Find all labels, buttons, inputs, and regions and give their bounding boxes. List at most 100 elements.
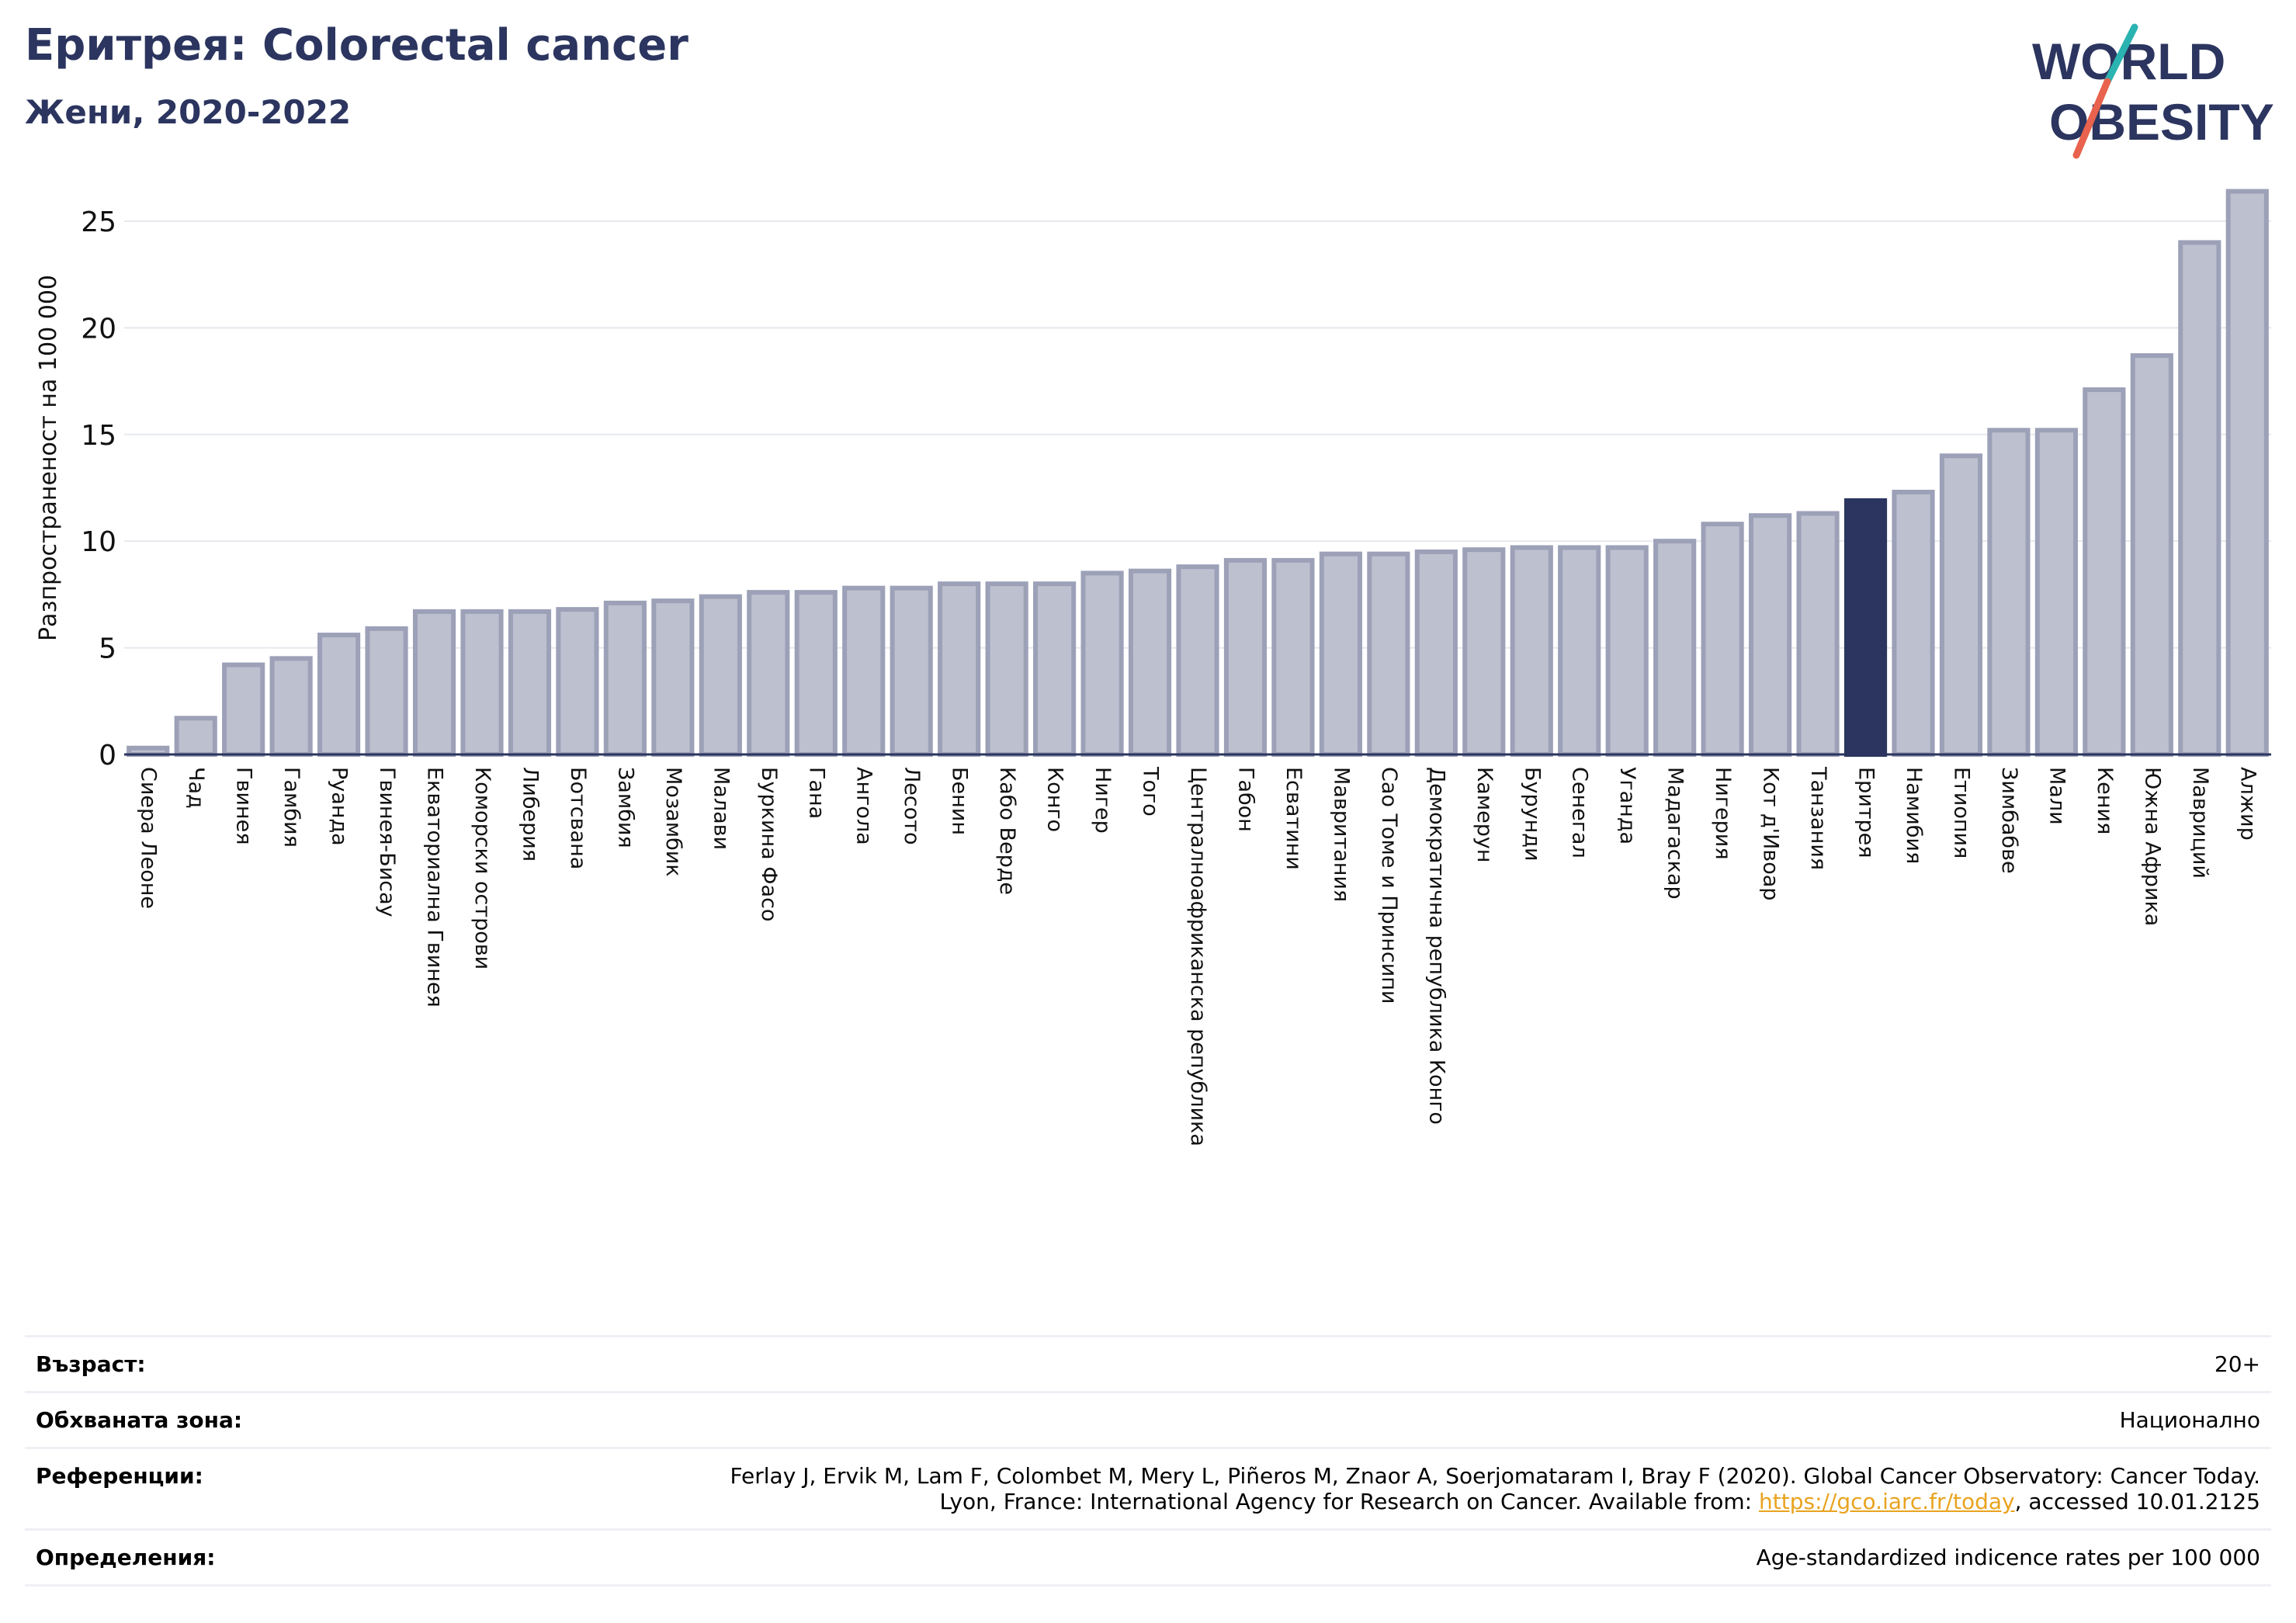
bar-2 (222, 662, 265, 757)
x-tick-label: Кабо Верде (995, 767, 1019, 895)
bar-38 (1939, 453, 1983, 758)
bar-39 (1987, 428, 2031, 757)
x-tick-label: Южна Африка (2140, 767, 2164, 926)
x-tick-label: Мавритания (1329, 767, 1353, 902)
reference-line2-post: , accessed 10.01.2125 (2014, 1489, 2260, 1514)
x-tick-label: Кот д'Ивоар (1759, 767, 1783, 900)
x-tick-label: Етиопия (1949, 767, 1973, 858)
info-row-area: Обхваната зона: Национално (25, 1391, 2271, 1447)
info-row-definitions: Определения: Age-standardized indicence … (25, 1528, 2271, 1587)
bar-35 (1796, 511, 1840, 758)
bar-26 (1367, 551, 1410, 757)
x-tick-label: Чад (184, 767, 208, 809)
reference-line2-pre: Lyon, France: International Agency for R… (939, 1489, 1759, 1514)
reference-link[interactable]: https://gco.iarc.fr/today (1759, 1489, 2015, 1514)
logo-slash-bottom (2072, 78, 2111, 159)
y-tick-label: 25 (81, 206, 116, 238)
bar-44 (2225, 189, 2269, 757)
bar-28 (1462, 547, 1506, 758)
x-tick-label: Централноафриканска република (1186, 767, 1210, 1146)
x-tick-label: Намибия (1902, 767, 1926, 864)
bar-22 (1176, 564, 1219, 757)
reference-line1: Ferlay J, Ervik M, Lam F, Colombet M, Me… (730, 1463, 2260, 1489)
bar-40 (2034, 428, 2078, 757)
y-tick-label: 0 (99, 740, 116, 772)
bar-12 (699, 594, 742, 757)
x-tick-label: Того (1139, 766, 1163, 817)
x-tick-label: Гамбия (279, 767, 303, 848)
bar-25 (1319, 551, 1362, 757)
x-tick-label: Замбия (613, 767, 637, 848)
x-tick-label: Нигер (1091, 767, 1115, 834)
bar-4 (317, 633, 361, 757)
info-key-area: Обхваната зона: (36, 1407, 243, 1433)
y-tick-labels: 0 5 10 15 20 25 (81, 206, 116, 772)
bar-9 (556, 607, 599, 757)
x-tick-labels: Сиера Леоне Чад Гвинея Гамбия Руанда Гвинея-Б… (137, 766, 2260, 1146)
x-tick-label: Демократична република Конго (1424, 767, 1448, 1125)
bar-3 (269, 656, 313, 757)
info-value-area: Национално (2119, 1407, 2260, 1433)
bar-14 (794, 590, 838, 757)
x-tick-label: Коморски острови (470, 767, 494, 969)
x-tick-label: Гана (804, 767, 828, 819)
bar-18 (985, 581, 1028, 757)
x-tick-label: Гвинея-Бисау (375, 767, 399, 917)
info-key-definitions: Определения: (36, 1545, 216, 1570)
bar-5 (365, 626, 408, 757)
bar-42 (2130, 353, 2173, 757)
x-tick-label: Руанда (328, 767, 352, 846)
info-key-age: Възраст: (36, 1351, 146, 1377)
x-tick-label: Уганда (1615, 767, 1639, 844)
x-tick-label: Лесото (900, 767, 924, 845)
x-tick-label: Ангола (852, 767, 876, 845)
x-tick-label: Мали (2045, 767, 2069, 825)
bar-32 (1653, 539, 1697, 757)
x-tick-label: Мадагаскар (1663, 767, 1687, 900)
bar-19 (1033, 581, 1077, 757)
bars (127, 189, 2269, 758)
bar-10 (603, 600, 647, 757)
info-value-definitions: Age-standardized indicence rates per 100… (1756, 1545, 2260, 1570)
bar-1 (174, 716, 217, 758)
world-obesity-logo: WORLD OBESITY (2032, 23, 2274, 159)
chart-title: Еритрея: Colorectal cancer (25, 20, 688, 71)
x-tick-label: Еритрея (1854, 767, 1878, 858)
info-value-references: Ferlay J, Ervik M, Lam F, Colombet M, Me… (730, 1463, 2260, 1514)
x-tick-label: Танзания (1806, 766, 1830, 870)
bar-13 (747, 590, 790, 757)
x-tick-label: Бурунди (1520, 767, 1544, 862)
bar-15 (842, 585, 886, 758)
x-tick-label: Сао Томе и Принсипи (1377, 767, 1401, 1004)
info-table: Възраст: 20+ Обхваната зона: Национално … (25, 1335, 2271, 1587)
x-tick-label: Конго (1043, 767, 1067, 832)
logo-slash-top (2104, 23, 2138, 85)
bar-chart: 0 5 10 15 20 25 Сиера Леоне Чад Гвинея Гамбия Руа… (35, 189, 2271, 1146)
bar-17 (938, 581, 981, 757)
y-tick-label: 5 (99, 633, 116, 665)
info-row-age: Възраст: 20+ (25, 1335, 2271, 1391)
bar-27 (1414, 549, 1458, 757)
x-tick-label: Екваториална Гвинея (423, 767, 447, 1007)
x-tick-label: Зимбабве (1997, 767, 2021, 874)
y-tick-label: 20 (81, 313, 116, 345)
bar-24 (1271, 557, 1315, 757)
bar-30 (1558, 545, 1601, 757)
x-tick-label: Ботсвана (566, 767, 590, 869)
x-tick-label: Сиера Леоне (137, 767, 161, 909)
x-tick-label: Камерун (1472, 767, 1497, 862)
bar-31 (1605, 545, 1649, 757)
x-tick-label: Малави (709, 767, 733, 850)
x-tick-label: Сенегал (1568, 767, 1592, 858)
x-tick-label: Гвинея (232, 767, 256, 844)
info-row-references: Референции: Ferlay J, Ervik M, Lam F, Co… (25, 1447, 2271, 1528)
bar-6 (412, 609, 456, 758)
x-tick-label: Мозамбик (661, 767, 685, 877)
bar-36 (1843, 498, 1888, 758)
bar-21 (1128, 568, 1172, 757)
x-tick-label: Буркина Фасо (757, 767, 781, 921)
x-tick-label: Есватини (1282, 767, 1306, 870)
x-tick-label: Мавриций (2188, 767, 2212, 879)
y-tick-label: 10 (81, 526, 116, 558)
bar-8 (508, 609, 552, 758)
